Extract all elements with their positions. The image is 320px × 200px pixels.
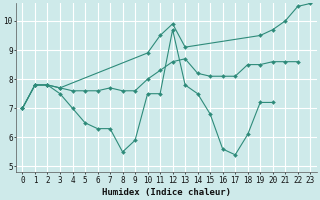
X-axis label: Humidex (Indice chaleur): Humidex (Indice chaleur) bbox=[102, 188, 231, 197]
